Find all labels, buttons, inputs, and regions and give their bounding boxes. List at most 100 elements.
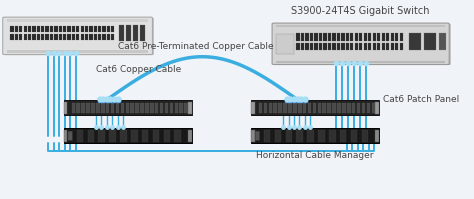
FancyBboxPatch shape bbox=[142, 130, 148, 142]
FancyBboxPatch shape bbox=[301, 33, 304, 41]
Text: Cat6 Copper Cable: Cat6 Copper Cable bbox=[96, 65, 181, 74]
FancyBboxPatch shape bbox=[341, 33, 345, 41]
FancyBboxPatch shape bbox=[50, 26, 53, 32]
FancyBboxPatch shape bbox=[319, 33, 322, 41]
FancyBboxPatch shape bbox=[107, 26, 110, 32]
FancyBboxPatch shape bbox=[328, 103, 331, 113]
FancyBboxPatch shape bbox=[355, 33, 358, 41]
FancyBboxPatch shape bbox=[81, 34, 84, 40]
FancyBboxPatch shape bbox=[395, 43, 398, 50]
FancyBboxPatch shape bbox=[322, 103, 326, 113]
FancyBboxPatch shape bbox=[15, 26, 18, 32]
FancyBboxPatch shape bbox=[59, 34, 62, 40]
FancyBboxPatch shape bbox=[351, 130, 357, 142]
FancyBboxPatch shape bbox=[160, 103, 164, 113]
FancyBboxPatch shape bbox=[72, 34, 75, 40]
FancyBboxPatch shape bbox=[36, 26, 40, 32]
FancyBboxPatch shape bbox=[153, 130, 159, 142]
FancyBboxPatch shape bbox=[120, 103, 124, 113]
FancyBboxPatch shape bbox=[63, 34, 66, 40]
FancyBboxPatch shape bbox=[375, 130, 379, 142]
FancyBboxPatch shape bbox=[10, 34, 14, 40]
FancyBboxPatch shape bbox=[373, 43, 376, 50]
FancyBboxPatch shape bbox=[135, 103, 139, 113]
FancyBboxPatch shape bbox=[375, 102, 379, 114]
FancyBboxPatch shape bbox=[96, 103, 100, 113]
FancyBboxPatch shape bbox=[340, 130, 346, 142]
FancyBboxPatch shape bbox=[46, 34, 49, 40]
FancyBboxPatch shape bbox=[400, 33, 403, 41]
FancyBboxPatch shape bbox=[264, 103, 267, 113]
FancyBboxPatch shape bbox=[68, 131, 73, 140]
FancyBboxPatch shape bbox=[273, 24, 451, 65]
FancyBboxPatch shape bbox=[276, 34, 293, 54]
Text: Cat6 Pre-Terminated Copper Cable: Cat6 Pre-Terminated Copper Cable bbox=[118, 42, 274, 51]
FancyBboxPatch shape bbox=[364, 43, 367, 50]
FancyBboxPatch shape bbox=[276, 25, 445, 27]
FancyBboxPatch shape bbox=[15, 34, 18, 40]
FancyBboxPatch shape bbox=[76, 26, 80, 32]
FancyBboxPatch shape bbox=[255, 131, 260, 140]
Text: Cat6 Patch Panel: Cat6 Patch Panel bbox=[383, 96, 460, 104]
FancyBboxPatch shape bbox=[318, 130, 325, 142]
FancyBboxPatch shape bbox=[107, 34, 110, 40]
FancyBboxPatch shape bbox=[386, 33, 389, 41]
FancyBboxPatch shape bbox=[64, 130, 67, 142]
FancyBboxPatch shape bbox=[99, 130, 105, 142]
FancyBboxPatch shape bbox=[32, 34, 36, 40]
FancyBboxPatch shape bbox=[24, 34, 27, 40]
FancyBboxPatch shape bbox=[41, 26, 45, 32]
FancyBboxPatch shape bbox=[86, 103, 90, 113]
FancyBboxPatch shape bbox=[32, 26, 36, 32]
FancyBboxPatch shape bbox=[28, 34, 31, 40]
FancyBboxPatch shape bbox=[305, 33, 309, 41]
FancyBboxPatch shape bbox=[301, 43, 304, 50]
FancyBboxPatch shape bbox=[164, 130, 170, 142]
FancyBboxPatch shape bbox=[174, 130, 181, 142]
FancyBboxPatch shape bbox=[395, 33, 398, 41]
FancyBboxPatch shape bbox=[46, 26, 49, 32]
FancyBboxPatch shape bbox=[41, 34, 45, 40]
FancyBboxPatch shape bbox=[314, 33, 318, 41]
FancyBboxPatch shape bbox=[116, 103, 119, 113]
FancyBboxPatch shape bbox=[7, 19, 148, 22]
FancyBboxPatch shape bbox=[283, 103, 287, 113]
FancyBboxPatch shape bbox=[288, 103, 292, 113]
FancyBboxPatch shape bbox=[77, 130, 83, 142]
FancyBboxPatch shape bbox=[130, 103, 134, 113]
FancyBboxPatch shape bbox=[64, 128, 192, 143]
FancyBboxPatch shape bbox=[106, 103, 109, 113]
FancyBboxPatch shape bbox=[101, 103, 105, 113]
FancyBboxPatch shape bbox=[165, 103, 168, 113]
FancyBboxPatch shape bbox=[131, 130, 137, 142]
FancyBboxPatch shape bbox=[67, 26, 71, 32]
FancyBboxPatch shape bbox=[72, 103, 75, 113]
FancyBboxPatch shape bbox=[313, 103, 316, 113]
FancyBboxPatch shape bbox=[391, 33, 394, 41]
FancyBboxPatch shape bbox=[424, 33, 436, 50]
FancyBboxPatch shape bbox=[286, 130, 292, 142]
FancyBboxPatch shape bbox=[72, 26, 75, 32]
FancyBboxPatch shape bbox=[382, 43, 385, 50]
FancyBboxPatch shape bbox=[82, 103, 85, 113]
FancyBboxPatch shape bbox=[307, 130, 314, 142]
FancyBboxPatch shape bbox=[308, 103, 311, 113]
FancyBboxPatch shape bbox=[76, 34, 80, 40]
FancyBboxPatch shape bbox=[94, 34, 97, 40]
FancyBboxPatch shape bbox=[54, 26, 57, 32]
FancyBboxPatch shape bbox=[278, 103, 282, 113]
FancyBboxPatch shape bbox=[10, 26, 14, 32]
FancyBboxPatch shape bbox=[59, 26, 62, 32]
FancyBboxPatch shape bbox=[85, 26, 88, 32]
FancyBboxPatch shape bbox=[133, 25, 138, 41]
FancyBboxPatch shape bbox=[355, 43, 358, 50]
FancyBboxPatch shape bbox=[19, 26, 22, 32]
FancyBboxPatch shape bbox=[359, 43, 363, 50]
FancyBboxPatch shape bbox=[54, 34, 57, 40]
FancyBboxPatch shape bbox=[346, 43, 349, 50]
FancyBboxPatch shape bbox=[342, 103, 346, 113]
FancyBboxPatch shape bbox=[276, 61, 445, 63]
FancyBboxPatch shape bbox=[19, 34, 22, 40]
FancyBboxPatch shape bbox=[88, 130, 94, 142]
FancyBboxPatch shape bbox=[264, 130, 270, 142]
